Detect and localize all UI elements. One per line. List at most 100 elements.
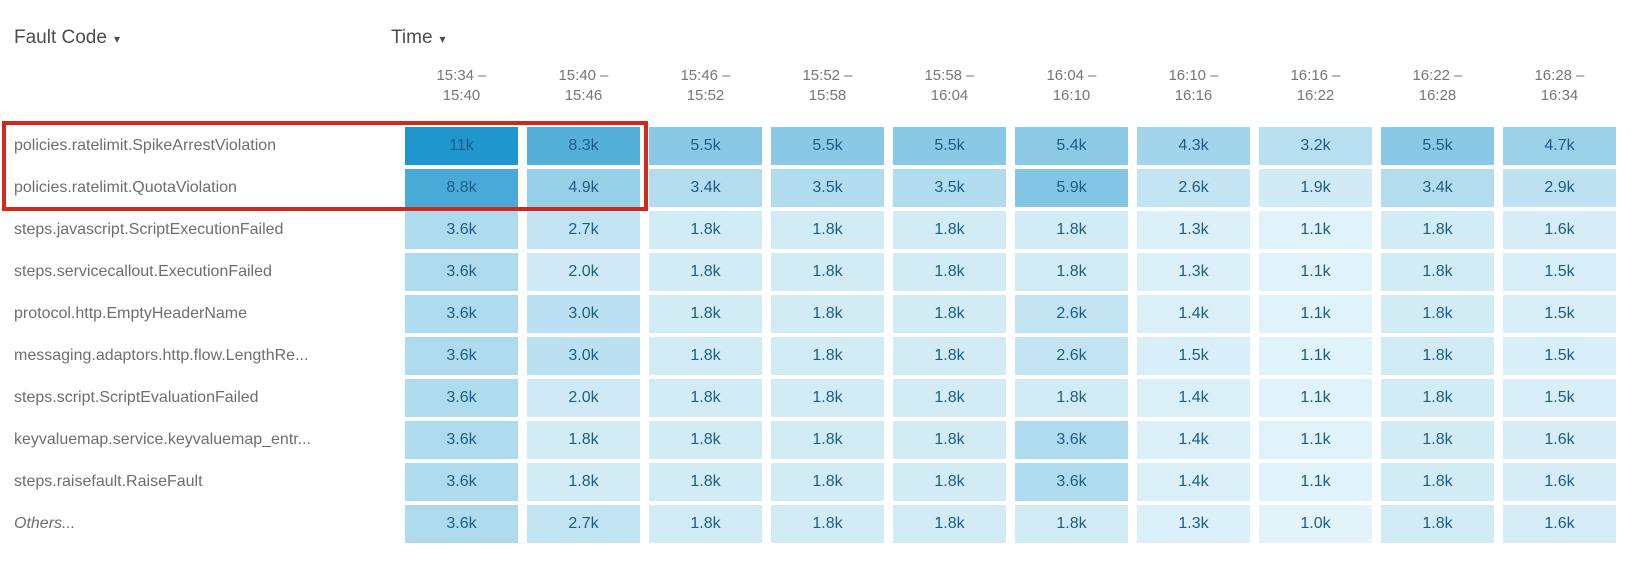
heatmap-cell: 1.8k [527, 421, 640, 459]
chevron-down-icon: ▾ [113, 32, 120, 46]
heatmap-cell: 1.6k [1503, 505, 1616, 543]
heatmap-cell: 3.6k [405, 421, 518, 459]
heatmap-cell: 1.8k [649, 337, 762, 375]
heatmap-cell: 3.6k [405, 379, 518, 417]
heatmap-cell: 1.8k [649, 421, 762, 459]
heatmap-cell: 1.8k [893, 463, 1006, 501]
time-column-header-4: 15:58 –16:04 [924, 67, 975, 104]
heatmap-cell: 5.9k [1015, 169, 1128, 207]
time-column-headers: 15:34 –15:40 15:40 –15:46 15:46 –15:52 15:5… [405, 66, 1636, 106]
heatmap-cell: 5.5k [1381, 127, 1494, 165]
heatmap-cell: 1.8k [1381, 463, 1494, 501]
heatmap-cell: 8.3k [527, 127, 640, 165]
heatmap-cell: 1.8k [649, 253, 762, 291]
heatmap-cell: 1.5k [1503, 295, 1616, 333]
fault-code-row-label: steps.raisefault.RaiseFault [14, 473, 203, 490]
heatmap-cell: 1.8k [1381, 379, 1494, 417]
heatmap-cell: 1.8k [893, 505, 1006, 543]
heatmap-cell: 3.6k [1015, 421, 1128, 459]
fault-code-row-label: steps.javascript.ScriptExecutionFailed [14, 221, 284, 238]
heatmap-cell: 1.8k [771, 253, 884, 291]
heatmap-cell: 3.6k [1015, 463, 1128, 501]
fault-code-row-label: steps.servicecallout.ExecutionFailed [14, 263, 272, 280]
heatmap-cell: 3.5k [893, 169, 1006, 207]
time-column-header-7: 16:16 –16:22 [1290, 67, 1341, 104]
table-row: policies.ratelimit.QuotaViolation 8.8k 4.9… [0, 169, 1636, 207]
heatmap-cell: 1.8k [771, 337, 884, 375]
heatmap-cell: 3.4k [649, 169, 762, 207]
heatmap-cell: 1.8k [1381, 253, 1494, 291]
heatmap-table: policies.ratelimit.SpikeArrestViolation 1… [0, 127, 1636, 543]
heatmap-cell: 3.2k [1259, 127, 1372, 165]
fault-code-row-label: steps.script.ScriptEvaluationFailed [14, 389, 259, 406]
heatmap-cell: 2.0k [527, 379, 640, 417]
fault-code-row-label: messaging.adaptors.http.flow.LengthRe... [14, 347, 309, 364]
heatmap-cell: 1.1k [1259, 337, 1372, 375]
heatmap-cell: 1.4k [1137, 421, 1250, 459]
heatmap-cell: 1.1k [1259, 463, 1372, 501]
fault-code-selector-label: Fault Code [14, 27, 107, 48]
time-column-header-3: 15:52 –15:58 [802, 67, 853, 104]
table-row: policies.ratelimit.SpikeArrestViolation 1… [0, 127, 1636, 165]
heatmap-cell: 1.1k [1259, 295, 1372, 333]
heatmap-cell: 1.8k [771, 463, 884, 501]
heatmap-cell: 1.8k [893, 379, 1006, 417]
heatmap-cell: 1.8k [1381, 421, 1494, 459]
heatmap-cell: 1.8k [893, 337, 1006, 375]
heatmap-cell: 3.6k [405, 505, 518, 543]
heatmap-cell: 1.8k [771, 211, 884, 249]
fault-code-row-label: protocol.http.EmptyHeaderName [14, 305, 247, 322]
table-row: Others... 3.6k 2.7k 1.8k 1.8k 1.8k 1.8k 1.3k 1.0… [0, 505, 1636, 543]
heatmap-cell: 1.8k [527, 463, 640, 501]
heatmap-cell: 2.7k [527, 211, 640, 249]
heatmap-cell: 8.8k [405, 169, 518, 207]
fault-code-row-label: Others... [14, 515, 76, 532]
heatmap-cell: 1.8k [893, 211, 1006, 249]
heatmap-cell: 2.6k [1015, 295, 1128, 333]
time-selector[interactable]: Time ▾ [391, 27, 446, 49]
time-column-header-0: 15:34 –15:40 [436, 67, 487, 104]
heatmap-cell: 1.8k [649, 211, 762, 249]
fault-code-selector[interactable]: Fault Code ▾ [14, 27, 391, 49]
heatmap-cell: 1.3k [1137, 505, 1250, 543]
heatmap-cell: 2.7k [527, 505, 640, 543]
fault-code-row-label: policies.ratelimit.SpikeArrestViolation [14, 137, 277, 154]
time-column-header-5: 16:04 –16:10 [1046, 67, 1097, 104]
heatmap-cell: 1.6k [1503, 211, 1616, 249]
heatmap-cell: 1.8k [1381, 505, 1494, 543]
heatmap-cell: 1.8k [649, 379, 762, 417]
table-row: steps.servicecallout.ExecutionFailed 3.6k… [0, 253, 1636, 291]
heatmap-cell: 1.8k [771, 505, 884, 543]
heatmap-cell: 1.4k [1137, 295, 1250, 333]
heatmap-cell: 1.1k [1259, 211, 1372, 249]
heatmap-cell: 1.5k [1503, 379, 1616, 417]
heatmap-cell: 5.5k [771, 127, 884, 165]
heatmap-cell: 4.3k [1137, 127, 1250, 165]
heatmap-cell: 1.8k [771, 295, 884, 333]
heatmap-cell: 1.8k [649, 463, 762, 501]
heatmap-cell: 4.7k [1503, 127, 1616, 165]
heatmap-cell: 1.4k [1137, 379, 1250, 417]
fault-code-row-label: keyvaluemap.service.keyvaluemap_entr... [14, 431, 312, 448]
heatmap-cell: 2.0k [527, 253, 640, 291]
heatmap-cell: 2.6k [1137, 169, 1250, 207]
heatmap-cell: 1.5k [1137, 337, 1250, 375]
table-row: protocol.http.EmptyHeaderName 3.6k 3.0k 1.8… [0, 295, 1636, 333]
heatmap-cell: 1.8k [893, 421, 1006, 459]
heatmap-cell: 3.0k [527, 295, 640, 333]
heatmap-cell: 3.6k [405, 337, 518, 375]
heatmap-cell: 1.1k [1259, 379, 1372, 417]
heatmap-cell: 5.5k [893, 127, 1006, 165]
table-row: keyvaluemap.service.keyvaluemap_entr... 3… [0, 421, 1636, 459]
heatmap-cell: 1.9k [1259, 169, 1372, 207]
fault-code-row-label: policies.ratelimit.QuotaViolation [14, 179, 237, 196]
dimension-controls: Fault Code ▾ Time ▾ [0, 0, 1636, 50]
heatmap-cell: 3.5k [771, 169, 884, 207]
chevron-down-icon: ▾ [439, 32, 446, 46]
heatmap-cell: 1.0k [1259, 505, 1372, 543]
heatmap-cell: 1.8k [649, 295, 762, 333]
table-row: steps.raisefault.RaiseFault 3.6k 1.8k 1.8k 1… [0, 463, 1636, 501]
heatmap-cell: 3.6k [405, 253, 518, 291]
time-column-header-6: 16:10 –16:16 [1168, 67, 1219, 104]
